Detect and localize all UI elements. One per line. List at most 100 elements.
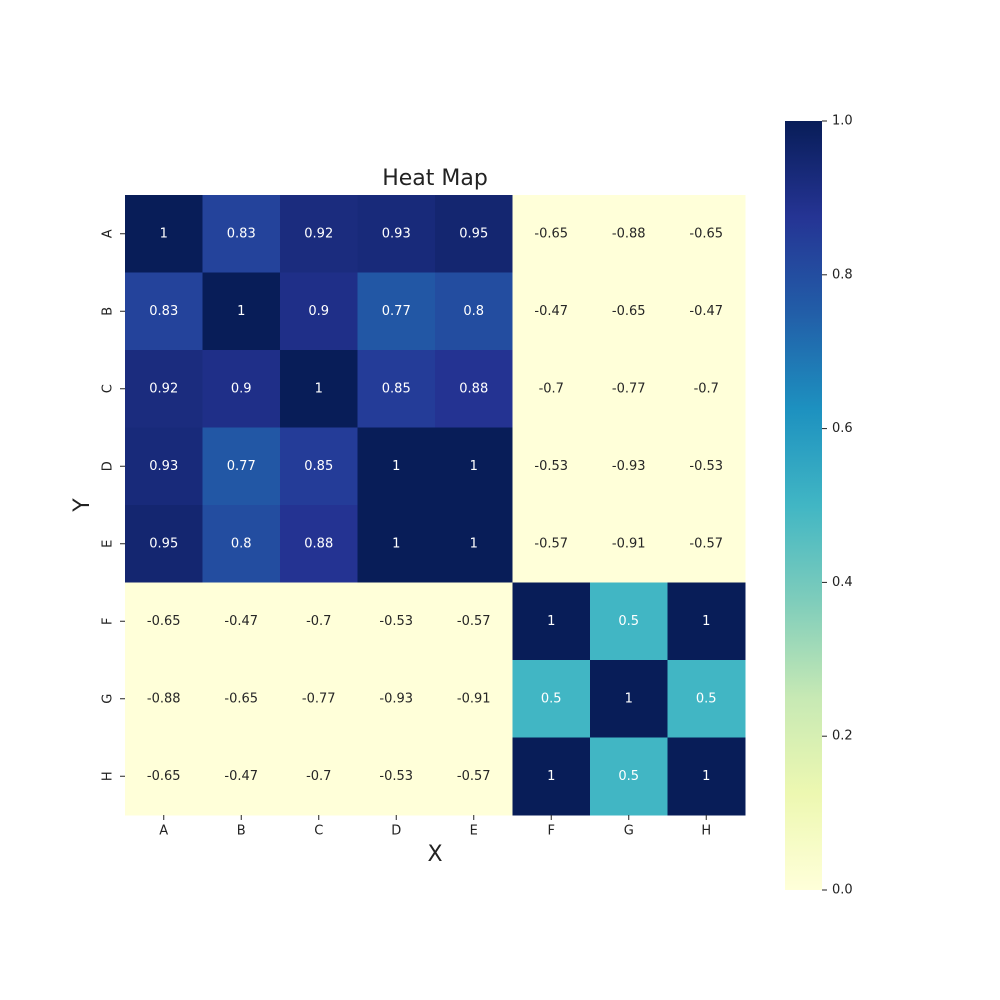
cell-label: 0.5 — [541, 691, 562, 706]
heat-cell — [512, 195, 591, 273]
cell-label: -0.88 — [147, 691, 181, 706]
heat-cell — [667, 505, 746, 583]
cell-label: 0.83 — [149, 304, 178, 319]
heat-cell — [435, 350, 513, 428]
heat-cell — [202, 427, 281, 506]
heat-cell — [512, 737, 591, 816]
cell-label: -0.53 — [689, 459, 723, 474]
cell-label: 0.9 — [231, 381, 252, 396]
heat-cell — [512, 272, 591, 351]
heat-cell — [590, 272, 668, 351]
cell-label: 0.8 — [463, 304, 484, 319]
y-tick-label: D — [101, 461, 116, 471]
cell-label: 0.9 — [308, 304, 329, 319]
cell-label: 0.5 — [618, 614, 639, 629]
y-tick-label: E — [101, 540, 116, 548]
colorbar-tick-label: 0.6 — [832, 421, 853, 436]
heat-cell — [280, 660, 358, 738]
cell-label: 1 — [547, 769, 555, 784]
y-tick-label: B — [101, 307, 116, 316]
colorbar — [785, 121, 822, 890]
heat-cell — [667, 350, 746, 428]
heat-cell — [357, 272, 436, 351]
heat-cell — [512, 660, 591, 738]
cell-label: -0.93 — [379, 691, 413, 706]
heat-cell — [667, 737, 746, 816]
heat-cell — [357, 582, 436, 661]
cell-label: -0.57 — [689, 536, 723, 551]
cell-label: -0.88 — [612, 226, 646, 241]
cell-label: 0.5 — [696, 691, 717, 706]
cell-label: -0.47 — [224, 769, 258, 784]
heat-cell — [435, 582, 513, 661]
cell-label: -0.7 — [306, 614, 331, 629]
heat-cell — [280, 427, 358, 506]
heat-cell — [667, 272, 746, 351]
x-tick-label: D — [391, 824, 401, 839]
cell-label: -0.57 — [534, 536, 568, 551]
cell-label: 1 — [702, 769, 710, 784]
heat-cell — [512, 582, 591, 661]
heat-cell — [667, 582, 746, 661]
y-tick-label: F — [101, 618, 116, 625]
x-tick-label: F — [548, 824, 555, 839]
cell-label: 1 — [470, 536, 478, 551]
cell-label: -0.57 — [457, 614, 491, 629]
cell-label: 1 — [160, 226, 168, 241]
colorbar-tick-label: 1.0 — [832, 114, 853, 129]
heat-cell — [202, 737, 281, 816]
cell-label: -0.53 — [379, 614, 413, 629]
cell-label: -0.77 — [302, 691, 336, 706]
cell-label: -0.47 — [534, 304, 568, 319]
cell-label: 0.88 — [304, 536, 333, 551]
heat-cell — [435, 660, 513, 738]
heat-cell — [512, 427, 591, 506]
x-axis-label: X — [427, 842, 442, 867]
heat-cell — [590, 195, 668, 273]
heat-cell — [202, 660, 281, 738]
cell-label: -0.7 — [694, 381, 719, 396]
cell-label: -0.57 — [457, 769, 491, 784]
x-tick-label: H — [701, 824, 711, 839]
heat-cell — [435, 427, 513, 506]
cell-label: 0.85 — [304, 459, 333, 474]
heat-cell — [280, 505, 358, 583]
heat-cell — [435, 195, 513, 273]
cell-label: 1 — [470, 459, 478, 474]
x-tick-label: E — [470, 824, 478, 839]
heat-cell — [280, 350, 358, 428]
heat-cell — [357, 505, 436, 583]
cell-label: -0.93 — [612, 459, 646, 474]
heat-cell — [125, 427, 203, 506]
heat-cell — [202, 582, 281, 661]
cell-label: -0.53 — [534, 459, 568, 474]
heat-cell — [590, 737, 668, 816]
x-tick-label: A — [159, 824, 168, 839]
heat-cell — [667, 660, 746, 738]
heat-cell — [202, 350, 281, 428]
heat-cell — [202, 195, 281, 273]
x-tick-label: B — [237, 824, 246, 839]
colorbar-tick-label: 0.8 — [832, 267, 853, 282]
y-axis-label: Y — [70, 498, 95, 513]
cell-label: 0.92 — [304, 226, 333, 241]
heat-cell — [357, 350, 436, 428]
colorbar-tick-label: 0.2 — [832, 729, 853, 744]
heat-cell — [125, 582, 203, 661]
heat-cell — [125, 737, 203, 816]
heat-cell — [280, 195, 358, 273]
heat-cell — [202, 505, 281, 583]
cell-label: -0.53 — [379, 769, 413, 784]
chart-title: Heat Map — [382, 166, 488, 191]
cell-label: 1 — [547, 614, 555, 629]
y-tick-label: G — [101, 694, 116, 704]
heat-cell — [125, 660, 203, 738]
cell-label: -0.91 — [612, 536, 646, 551]
heat-cell — [435, 505, 513, 583]
cell-label: -0.7 — [306, 769, 331, 784]
cell-label: 0.93 — [149, 459, 178, 474]
cell-label: 0.92 — [149, 381, 178, 396]
heat-cell — [435, 737, 513, 816]
